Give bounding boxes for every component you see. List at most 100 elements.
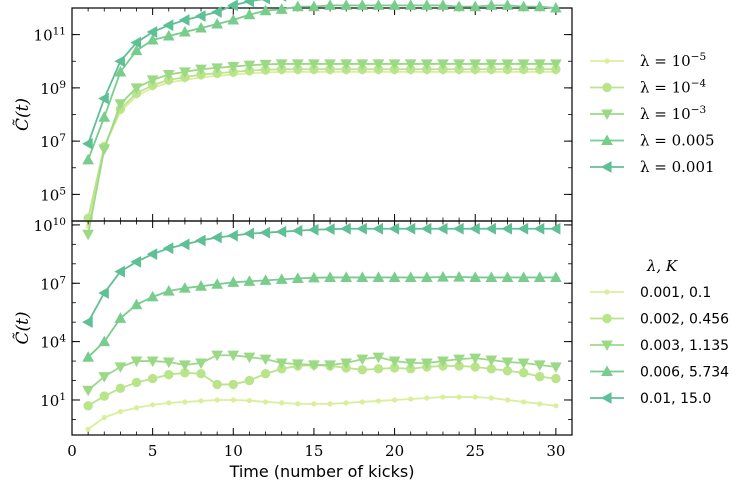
bottom-data-point [436, 222, 448, 235]
bottom-data-point [472, 394, 478, 400]
top-data-point [485, 59, 498, 70]
top-data-point [388, 59, 401, 70]
top-data-point [114, 55, 125, 68]
top-data-point [243, 8, 256, 20]
legend-marker [604, 289, 610, 295]
bottom-data-point [311, 401, 317, 407]
bottom-legend-title: λ, K [646, 257, 678, 275]
bottom-series-0 [85, 394, 559, 432]
bottom-data-point [453, 271, 465, 282]
bottom-data-point [518, 368, 529, 378]
top-data-point [356, 59, 369, 70]
bottom-data-point [228, 379, 238, 390]
bottom-data-point [98, 287, 109, 299]
top-data-point [195, 10, 206, 22]
top-data-point [437, 0, 449, 10]
bottom-data-point [212, 379, 222, 390]
top-data-point [356, 0, 369, 10]
bottom-series-3 [82, 271, 562, 362]
top-legend-entry: λ = 0.005 [590, 132, 715, 150]
bottom-data-point [533, 271, 546, 282]
bottom-data-point [424, 395, 430, 401]
bottom-data-point [485, 355, 498, 367]
bottom-data-point [391, 397, 398, 403]
bottom-data-point [549, 271, 562, 282]
bottom-data-point [488, 395, 494, 401]
bottom-data-point [82, 385, 95, 397]
top-data-point [372, 59, 385, 70]
bottom-data-point [259, 226, 271, 239]
x-tick-label: 25 [466, 442, 485, 460]
bottom-data-point [162, 242, 174, 255]
bottom-data-point [372, 352, 385, 364]
bottom-series-line [87, 396, 556, 430]
bottom-data-point [420, 358, 433, 370]
bottom-data-point [117, 409, 123, 415]
bottom-data-point [453, 354, 465, 366]
bottom-data-point [101, 414, 107, 421]
top-data-point [195, 64, 207, 76]
top-data-point [324, 59, 336, 70]
top-data-point [308, 0, 320, 12]
top-series-4 [82, 0, 287, 150]
top-data-point [259, 4, 272, 16]
bottom-y-tick-label: 101 [40, 391, 66, 410]
bottom-data-point [437, 356, 449, 368]
bottom-data-point [114, 362, 127, 373]
top-data-point [549, 59, 562, 70]
top-data-point [420, 59, 433, 70]
bottom-y-tick-label: 1010 [34, 216, 66, 235]
bottom-panel: 101 104 107 1010 C̃(t) [13, 216, 573, 436]
bottom-data-point [211, 350, 224, 362]
x-tick-label: 30 [546, 442, 565, 460]
top-data-point [340, 0, 353, 10]
top-data-point [82, 137, 93, 150]
bottom-data-point [150, 402, 156, 408]
top-legend-label: λ = 0.001 [640, 158, 715, 176]
top-data-point [453, 59, 465, 70]
bottom-legend-entry: 0.006, 5.734 [590, 365, 729, 381]
bottom-data-point [504, 397, 511, 403]
top-legend-entry: λ = 10−4 [590, 78, 707, 97]
legend-marker [601, 109, 613, 121]
bottom-data-point [146, 290, 159, 302]
bottom-data-point [359, 399, 365, 405]
top-legend: λ = 10−5 λ = 10−4 λ = 10−3 λ = 0.005 λ = 0.0… [590, 51, 715, 176]
x-axis-label: Time (number of kicks) [229, 462, 415, 481]
bottom-data-point [98, 372, 111, 383]
bottom-data-point [533, 360, 546, 371]
bottom-data-point [243, 275, 256, 286]
legend-marker [602, 82, 612, 93]
bottom-data-point [166, 400, 172, 406]
top-data-point [372, 0, 385, 10]
top-data-point [469, 59, 482, 70]
bottom-data-point [469, 222, 480, 235]
top-series-line [87, 68, 556, 219]
bottom-data-point [131, 377, 142, 388]
bottom-series-4 [82, 222, 561, 329]
top-data-point [469, 0, 482, 12]
bottom-data-point [356, 271, 369, 282]
bottom-data-point [456, 394, 462, 400]
top-data-point [211, 17, 224, 29]
bottom-data-point [373, 364, 384, 374]
bottom-data-point [453, 222, 464, 235]
bottom-data-point [535, 371, 545, 382]
bottom-data-point [182, 399, 188, 405]
top-data-point [453, 0, 465, 12]
bottom-data-point [275, 358, 288, 370]
top-panel: 105 107 109 1011 C̃(t) [13, 0, 573, 241]
bottom-data-point [211, 278, 224, 289]
top-data-point [179, 25, 191, 37]
top-data-point [243, 0, 254, 8]
bottom-data-point [469, 353, 482, 365]
top-data-point [533, 59, 546, 70]
top-data-point [162, 29, 175, 41]
bottom-data-point [388, 271, 401, 282]
bottom-data-point [195, 358, 207, 370]
bottom-data-point [553, 403, 559, 409]
top-data-point [533, 0, 546, 12]
bottom-data-point [440, 394, 446, 400]
top-data-point [501, 59, 514, 70]
